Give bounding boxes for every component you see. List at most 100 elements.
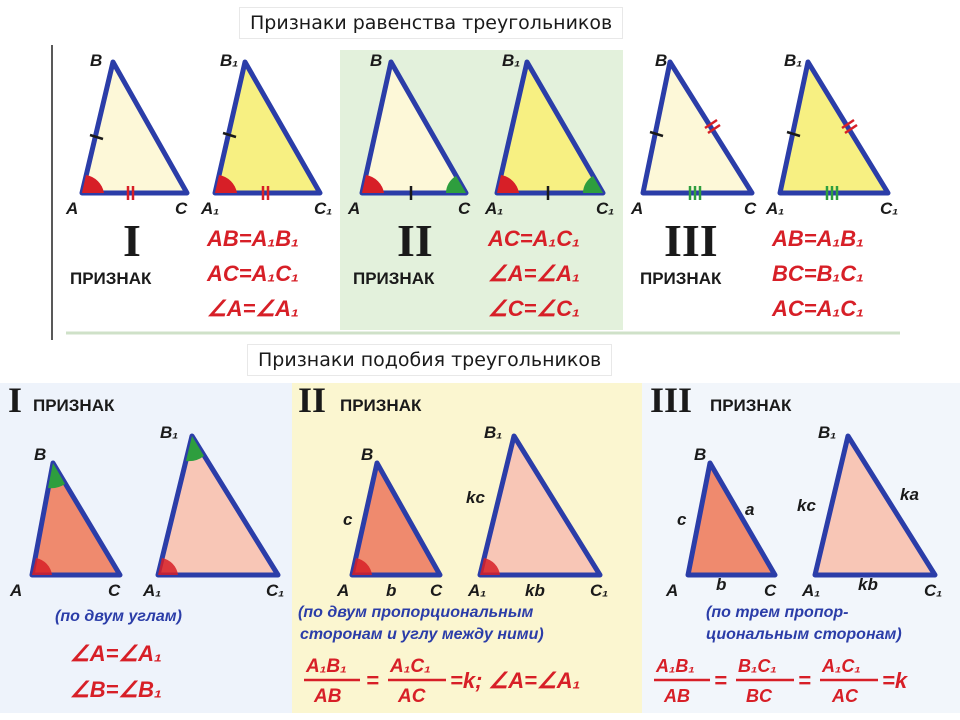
triangle-abc-2 [359, 59, 469, 200]
sim-vertex-c-2: C [430, 581, 443, 600]
vertex-c-3: C [744, 199, 757, 218]
congruence-numeral-2: II [397, 215, 433, 266]
similarity-numeral-1: I [8, 380, 22, 420]
similarity-note-3a: (по трем пропор- [706, 604, 848, 621]
vertex-b-3: B [655, 51, 667, 70]
congruence-word-3: ПРИЗНАК [640, 269, 722, 288]
frac-3-3-num: A₁C₁ [821, 656, 861, 676]
sim-vertex-b1-3: B₁ [818, 423, 836, 442]
triangle-a1b1c1-3 [777, 59, 891, 200]
congruence-formula-2-2: ∠A=∠A₁ [488, 261, 580, 286]
congruence-formula-1-2: AC=A₁C₁ [206, 261, 299, 286]
triangle-a1b1c1-1 [212, 59, 323, 200]
sim-vertex-b1-1: B₁ [160, 423, 178, 442]
vertex-a1-2: A₁ [484, 199, 503, 218]
similarity-title: Признаки подобия треугольников [248, 345, 612, 375]
congruence-formula-2-3: ∠C=∠C₁ [488, 296, 580, 321]
sim-vertex-a-3: A [665, 581, 678, 600]
triangle-abc-3 [640, 59, 755, 200]
vertex-a1: A₁ [200, 199, 219, 218]
side-kc-3: kc [797, 496, 816, 515]
side-b-3: b [716, 575, 726, 594]
similarity-triangle-abc-2 [349, 460, 443, 578]
similarity-triangle-abc-3 [685, 460, 778, 578]
side-a-3: a [745, 500, 754, 519]
vertex-a-2: A [347, 199, 360, 218]
formula-2-tail: =k; ∠A=∠A₁ [450, 668, 580, 693]
sim-vertex-c-1: C [108, 581, 121, 600]
similarity-word-3: ПРИЗНАК [710, 396, 792, 415]
sim-vertex-a1-2: A₁ [467, 581, 486, 600]
congruence-title: Признаки равенства треугольников [240, 8, 623, 38]
vertex-c-2: C [458, 199, 471, 218]
side-c-3: c [677, 510, 687, 529]
congruence-formula-3-1: AB=A₁B₁ [771, 226, 864, 251]
similarity-word-2: ПРИЗНАК [340, 396, 422, 415]
congruence-numeral-3: III [664, 215, 718, 266]
vertex-b1-2: B₁ [502, 51, 520, 70]
similarity-triangle-a1b1c1-2 [477, 433, 603, 578]
frac-2-1-num: A₁B₁ [305, 656, 347, 677]
side-b-2: b [386, 581, 396, 600]
side-kc-2: kc [466, 488, 485, 507]
vertex-b: B [90, 51, 102, 70]
side-ka-3: ka [900, 485, 919, 504]
frac-3-2-num: B₁C₁ [738, 656, 777, 676]
similarity-note-1: (по двум углам) [55, 608, 182, 625]
tick-a1c1 [261, 186, 270, 200]
sim-vertex-a-2: A [336, 581, 349, 600]
congruence-numeral-1: I [123, 215, 141, 266]
congruence-formula-1-3: ∠A=∠A₁ [207, 296, 299, 321]
frac-2-2-num: A₁C₁ [389, 656, 431, 677]
vertex-a1-3: A₁ [765, 199, 784, 218]
congruence-formula-3-2: BC=B₁C₁ [772, 261, 864, 286]
side-c-2: c [343, 510, 353, 529]
sim-vertex-a1-3: A₁ [801, 581, 820, 600]
similarity-numeral-2: II [298, 380, 326, 420]
side-kb-2: kb [525, 581, 545, 600]
vertex-b-2: B [370, 51, 382, 70]
angle-a-mark [82, 175, 104, 193]
congruence-word-1: ПРИЗНАК [70, 269, 152, 288]
vertex-a-3: A [630, 199, 643, 218]
side-kb-3: kb [858, 575, 878, 594]
vertex-b1: B₁ [220, 51, 238, 70]
similarity-note-2b: сторонам и углу между ними) [300, 626, 544, 643]
frac-3-1-num: A₁B₁ [655, 656, 695, 676]
congruence-formula-1-1: AB=A₁B₁ [206, 226, 299, 251]
similarity-numeral-3: III [650, 380, 692, 420]
frac-2-2-den: AC [397, 686, 426, 707]
similarity-note-3b: циональным сторонам) [706, 626, 902, 643]
sim-vertex-b-3: B [694, 445, 706, 464]
congruence-formula-3-3: AC=A₁C₁ [771, 296, 864, 321]
sim-vertex-c1-1: C₁ [266, 581, 284, 600]
sim-vertex-b-1: B [34, 445, 46, 464]
similarity-note-2a: (по двум пропорциональным [298, 604, 534, 621]
similarity-formula-2: A₁B₁ AB = A₁C₁ AC =k; ∠A=∠A₁ [304, 656, 580, 707]
formula-3-tail: =k [882, 668, 909, 693]
similarity-formula-3: A₁B₁ AB = B₁C₁ BC = A₁C₁ AC =k [654, 656, 909, 706]
tick-ab [89, 133, 104, 141]
triangle-abc-1 [79, 59, 190, 200]
sim-vertex-a1-1: A₁ [142, 581, 161, 600]
sim-vertex-a-1: A [9, 581, 22, 600]
vertex-a: A [65, 199, 78, 218]
svg-text:=: = [366, 668, 379, 693]
sim-vertex-c1-3: C₁ [924, 581, 942, 600]
tick-ac [126, 186, 135, 200]
tick-a1b1 [222, 131, 237, 139]
frac-2-1-den: AB [313, 686, 342, 707]
sim-vertex-c1-2: C₁ [590, 581, 608, 600]
vertex-b1-3: B₁ [784, 51, 802, 70]
vertex-c: C [175, 199, 188, 218]
frac-3-2-den: BC [746, 686, 773, 706]
frac-3-1-den: AB [663, 686, 690, 706]
congruence-word-2: ПРИЗНАК [353, 269, 435, 288]
congruence-formula-2-1: AC=A₁C₁ [487, 226, 580, 251]
similarity-formula-1-1: ∠A=∠A₁ [70, 641, 162, 666]
svg-text:=: = [714, 668, 727, 693]
vertex-c1-2: C₁ [596, 199, 614, 218]
sim-vertex-c-3: C [764, 581, 777, 600]
similarity-triangle-abc-1 [29, 460, 123, 578]
